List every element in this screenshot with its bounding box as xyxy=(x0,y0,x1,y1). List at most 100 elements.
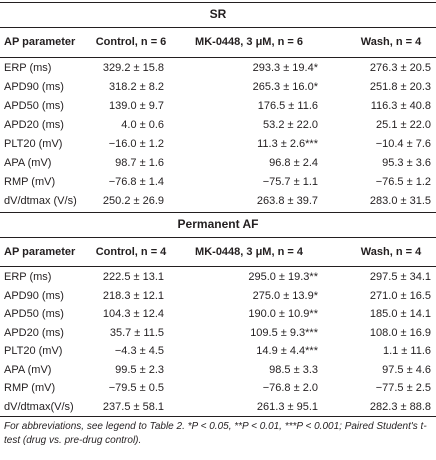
row-drug-value: 261.3 ± 95.1 xyxy=(256,400,318,413)
row-wash-value: 276.3 ± 20.5 xyxy=(369,62,431,74)
table-top-rule xyxy=(0,2,436,3)
row-wash-value: 116.3 ± 40.8 xyxy=(370,100,431,112)
row-wash-value: 283.0 ± 31.5 xyxy=(369,195,431,207)
row-parameter: APD50 (ms) xyxy=(4,100,64,112)
row-drug-value: 263.8 ± 39.7 xyxy=(256,195,318,207)
row-parameter: APD90 (ms) xyxy=(4,289,64,302)
section-title-af: Permanent AF xyxy=(177,217,259,231)
row-control-value: 4.0 ± 0.6 xyxy=(121,119,164,131)
section-title-sr: SR xyxy=(209,7,227,21)
row-control-value: −76.8 ± 1.4 xyxy=(108,176,164,188)
row-parameter: APD20 (ms) xyxy=(4,119,64,131)
col-header-parameter: AP parameter xyxy=(4,36,76,48)
table-row: APD50 (ms) 139.0 ± 9.7 176.5 ± 11.6 116.3 ±… xyxy=(0,97,436,116)
row-drug-value: 98.5 ± 3.3 xyxy=(269,363,318,376)
row-control-value: −79.5 ± 0.5 xyxy=(108,382,164,394)
row-control-value: 329.2 ± 15.8 xyxy=(102,62,164,74)
row-control-value: −16.0 ± 1.2 xyxy=(108,138,164,150)
row-control-value: 250.2 ± 26.9 xyxy=(102,195,164,207)
header-row: AP parameter Control, n = 6 MK-0448, 3 μ… xyxy=(0,33,436,52)
row-drug-value: 109.5 ± 9.3*** xyxy=(250,326,318,339)
row-wash-value: −10.4 ± 7.6 xyxy=(375,138,431,150)
table-row: APA (mV) 99.5 ± 2.3 98.5 ± 3.3 97.5 ± 4.6 xyxy=(0,361,436,380)
col-header-parameter: AP parameter xyxy=(4,246,76,258)
section-rule xyxy=(0,27,436,28)
row-control-value: 99.5 ± 2.3 xyxy=(115,363,164,376)
row-wash-value: 297.5 ± 34.1 xyxy=(369,271,431,283)
row-wash-value: 1.1 ± 11.6 xyxy=(382,345,431,357)
row-wash-value: 282.3 ± 88.8 xyxy=(369,400,431,413)
row-wash-value: 108.0 ± 16.9 xyxy=(369,326,431,339)
table-row: dV/dtmax(V/s) 237.5 ± 58.1 261.3 ± 95.1 282… xyxy=(0,398,436,417)
row-parameter: RMP (mV) xyxy=(4,176,56,188)
col-header-control: Control, n = 6 xyxy=(95,36,167,48)
row-drug-value: 265.3 ± 16.0* xyxy=(252,81,318,93)
row-control-value: 104.3 ± 12.4 xyxy=(102,308,164,320)
row-control-value: 98.7 ± 1.6 xyxy=(115,157,164,169)
header-rule xyxy=(0,57,436,58)
row-control-value: 218.3 ± 12.1 xyxy=(102,289,164,302)
row-drug-value: 176.5 ± 11.6 xyxy=(257,100,318,112)
table-row: APD90 (ms) 218.3 ± 12.1 275.0 ± 13.9* 271.0… xyxy=(0,287,436,306)
row-wash-value: −77.5 ± 2.5 xyxy=(375,382,431,394)
row-parameter: PLT20 (mV) xyxy=(4,345,63,357)
col-header-drug: MK-0448, 3 μM, n = 4 xyxy=(195,246,303,258)
row-parameter: PLT20 (mV) xyxy=(4,138,63,150)
row-parameter: ERP (ms) xyxy=(4,62,52,74)
table-row: APD50 (ms) 104.3 ± 12.4 190.0 ± 10.9** 185.… xyxy=(0,305,436,324)
row-parameter: APD20 (ms) xyxy=(4,326,64,339)
row-wash-value: 95.3 ± 3.6 xyxy=(382,157,431,169)
row-parameter: dV/dtmax(V/s) xyxy=(4,400,74,413)
row-parameter: ERP (ms) xyxy=(4,271,52,283)
table-row: APD20 (ms) 4.0 ± 0.6 53.2 ± 22.0 25.1 ± 22.… xyxy=(0,116,436,135)
row-control-value: −4.3 ± 4.5 xyxy=(114,345,164,357)
row-control-value: 318.2 ± 8.2 xyxy=(109,81,164,93)
col-header-control: Control, n = 4 xyxy=(95,246,167,258)
table-row: APD20 (ms) 35.7 ± 11.5 109.5 ± 9.3*** 108.0… xyxy=(0,324,436,343)
row-drug-value: −76.8 ± 2.0 xyxy=(262,382,318,394)
row-parameter: APA (mV) xyxy=(4,157,52,169)
table-row: ERP (ms) 329.2 ± 15.8 293.3 ± 19.4* 276.3 ±… xyxy=(0,59,436,78)
table-row: RMP (mV) −79.5 ± 0.5 −76.8 ± 2.0 −77.5 ± 2.… xyxy=(0,379,436,398)
row-parameter: APD50 (ms) xyxy=(4,308,64,320)
table-row: RMP (mV) −76.8 ± 1.4 −75.7 ± 1.1 −76.5 ± 1.… xyxy=(0,173,436,192)
section-rule xyxy=(0,237,436,238)
row-wash-value: 25.1 ± 22.0 xyxy=(376,119,431,131)
row-control-value: 139.0 ± 9.7 xyxy=(109,100,164,112)
row-drug-value: 53.2 ± 22.0 xyxy=(263,119,318,131)
table-row: PLT20 (mV) −16.0 ± 1.2 11.3 ± 2.6*** −10.4 … xyxy=(0,135,436,154)
col-header-drug: MK-0448, 3 μM, n = 6 xyxy=(195,36,303,48)
table-row: APD90 (ms) 318.2 ± 8.2 265.3 ± 16.0* 251.8 … xyxy=(0,78,436,97)
row-control-value: 35.7 ± 11.5 xyxy=(109,326,164,339)
table-bottom-rule xyxy=(0,416,436,417)
row-drug-value: 96.8 ± 2.4 xyxy=(269,157,318,169)
row-drug-value: −75.7 ± 1.1 xyxy=(262,176,318,188)
row-control-value: 237.5 ± 58.1 xyxy=(102,400,164,413)
header-row: AP parameter Control, n = 4 MK-0448, 3 μ… xyxy=(0,243,436,262)
table-row: ERP (ms) 222.5 ± 13.1 295.0 ± 19.3** 297.5 … xyxy=(0,268,436,287)
table-row: dV/dtmax (V/s) 250.2 ± 26.9 263.8 ± 39.7 28… xyxy=(0,192,436,211)
row-parameter: dV/dtmax (V/s) xyxy=(4,195,77,207)
table-row: PLT20 (mV) −4.3 ± 4.5 14.9 ± 4.4*** 1.1 ± 1… xyxy=(0,342,436,361)
row-parameter: RMP (mV) xyxy=(4,382,56,394)
row-drug-value: 293.3 ± 19.4* xyxy=(252,62,318,74)
row-wash-value: 185.0 ± 14.1 xyxy=(369,308,431,320)
row-parameter: APA (mV) xyxy=(4,363,52,376)
row-drug-value: 11.3 ± 2.6*** xyxy=(257,138,318,150)
section-rule xyxy=(0,212,436,213)
col-header-wash: Wash, n = 4 xyxy=(360,36,422,48)
table-row: APA (mV) 98.7 ± 1.6 96.8 ± 2.4 95.3 ± 3.6 xyxy=(0,154,436,173)
row-parameter: APD90 (ms) xyxy=(4,81,64,93)
row-control-value: 222.5 ± 13.1 xyxy=(102,271,164,283)
row-drug-value: 14.9 ± 4.4*** xyxy=(256,345,318,357)
header-rule xyxy=(0,266,436,267)
row-drug-value: 190.0 ± 10.9** xyxy=(248,308,318,320)
row-wash-value: 97.5 ± 4.6 xyxy=(382,363,431,376)
col-header-wash: Wash, n = 4 xyxy=(360,246,422,258)
row-wash-value: 251.8 ± 20.3 xyxy=(369,81,431,93)
row-drug-value: 275.0 ± 13.9* xyxy=(252,289,318,302)
row-wash-value: −76.5 ± 1.2 xyxy=(375,176,431,188)
table-footnote: For abbreviations, see legend to Table 2… xyxy=(4,421,427,446)
row-wash-value: 271.0 ± 16.5 xyxy=(369,289,431,302)
row-drug-value: 295.0 ± 19.3** xyxy=(248,271,318,283)
